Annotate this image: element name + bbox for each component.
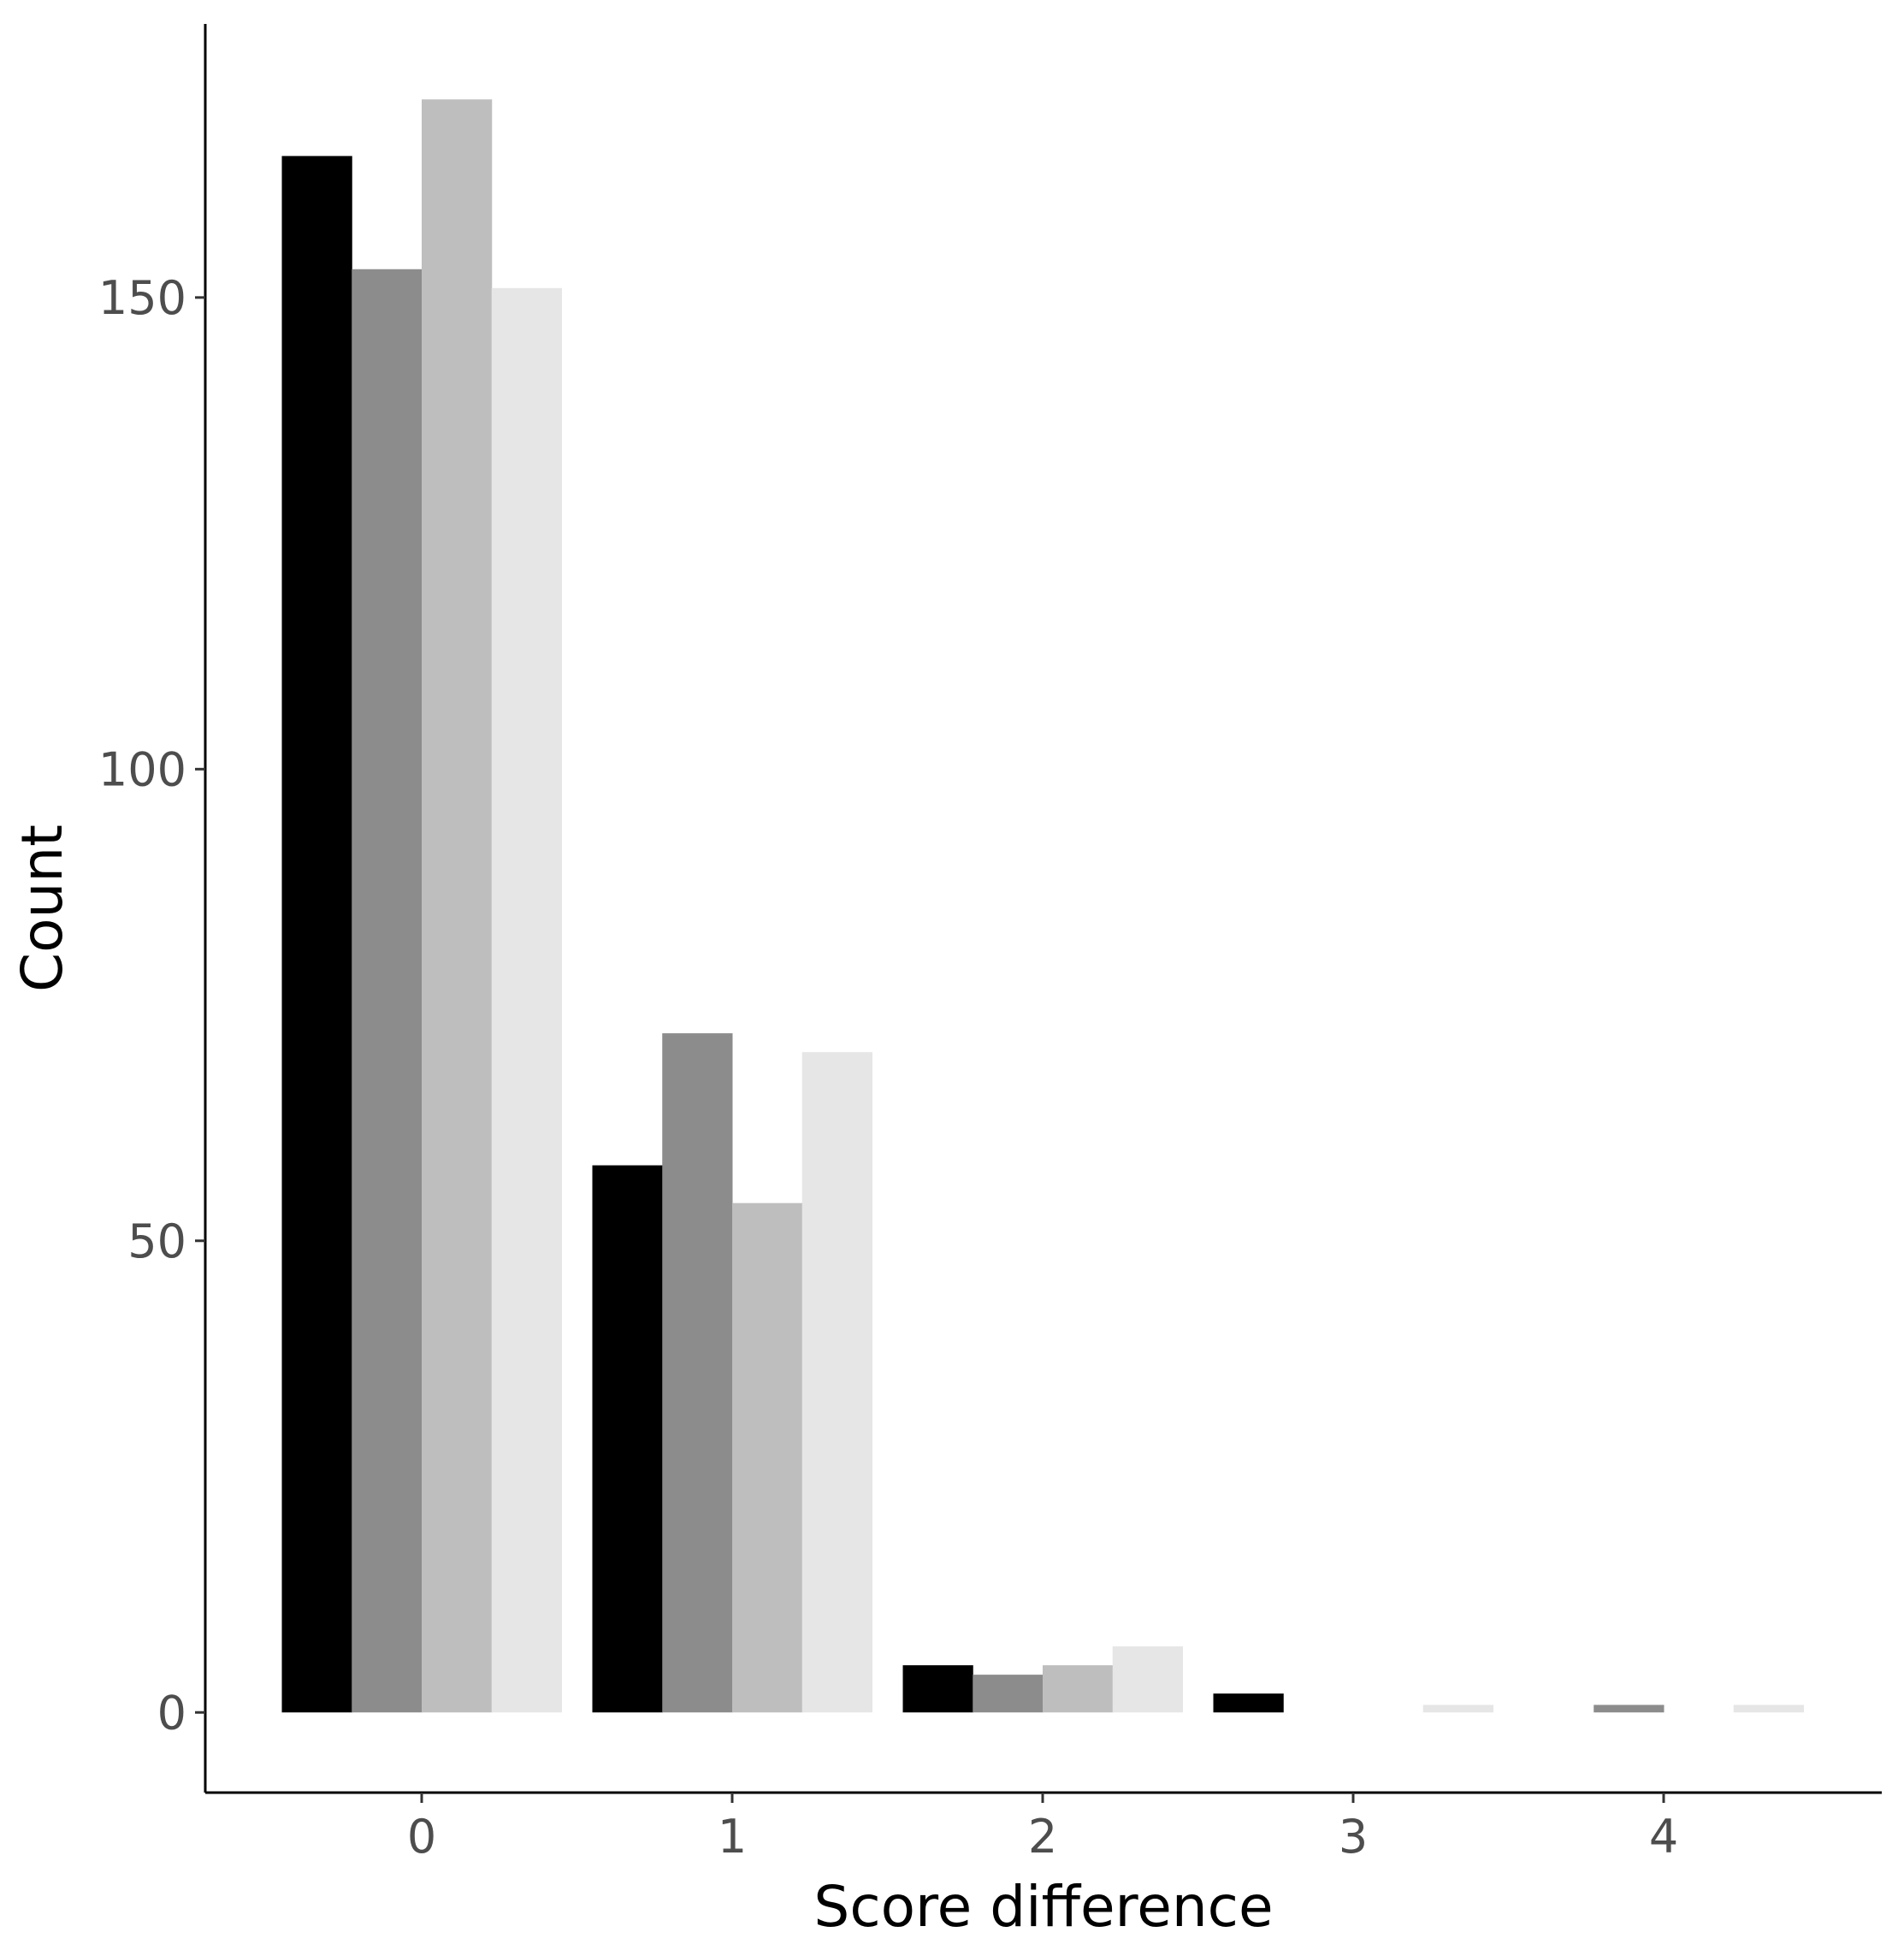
bar-cat-1-series-4 xyxy=(801,1052,872,1713)
y-tick-label-0: 0 xyxy=(157,1686,186,1740)
x-tick-label-4: 4 xyxy=(1649,1810,1678,1864)
bar-cat-2-series-3 xyxy=(1043,1665,1114,1713)
x-axis-title: Score difference xyxy=(813,1874,1273,1938)
bar-cat-0-series-4 xyxy=(491,287,562,1713)
bar-cat-3-series-1 xyxy=(1213,1693,1284,1713)
y-tick-label-50: 50 xyxy=(127,1214,186,1268)
x-tick-label-1: 1 xyxy=(718,1810,747,1864)
bar-cat-1-series-2 xyxy=(662,1033,733,1713)
bar-cat-0-series-3 xyxy=(422,99,493,1713)
bar-cat-2-series-4 xyxy=(1112,1646,1183,1713)
bar-cat-2-series-2 xyxy=(973,1675,1044,1713)
bar-cat-3-series-4 xyxy=(1422,1705,1493,1713)
x-ticks-layer: 0 1 2 3 4 xyxy=(407,1793,1678,1864)
bar-cat-4-series-4 xyxy=(1733,1705,1804,1713)
bar-cat-2-series-1 xyxy=(902,1665,973,1713)
y-tick-label-150: 150 xyxy=(98,271,186,325)
x-tick-label-2: 2 xyxy=(1028,1810,1057,1864)
bar-cat-1-series-3 xyxy=(732,1202,803,1713)
bar-cat-0-series-1 xyxy=(281,156,352,1713)
y-ticks-layer: 0 50 100 150 xyxy=(98,271,205,1740)
y-tick-label-100: 100 xyxy=(98,742,186,796)
x-tick-label-0: 0 xyxy=(407,1810,436,1864)
bar-cat-1-series-1 xyxy=(592,1165,663,1713)
bars-layer xyxy=(281,99,1804,1713)
y-axis-title: Count xyxy=(9,824,75,992)
x-tick-label-3: 3 xyxy=(1339,1810,1368,1864)
bar-cat-0-series-2 xyxy=(352,269,423,1713)
bar-cat-4-series-2 xyxy=(1594,1705,1665,1713)
